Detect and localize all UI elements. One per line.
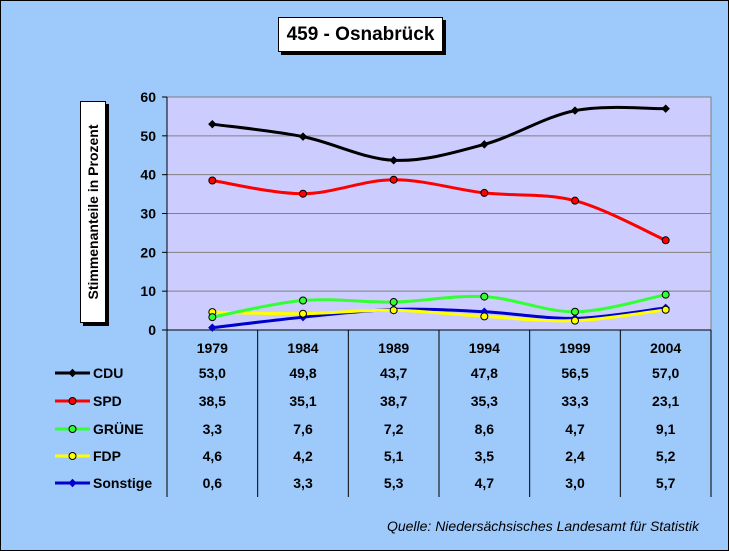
- legend-label: SPD: [93, 393, 122, 409]
- table-value: 56,5: [561, 365, 588, 381]
- table-value: 5,1: [384, 448, 404, 464]
- table-value: 2,4: [565, 448, 585, 464]
- data-point: [389, 175, 398, 184]
- data-point: [480, 140, 489, 149]
- table-value: 5,2: [656, 448, 676, 464]
- legend-label: GRÜNE: [93, 421, 144, 437]
- chart-title-box: 459 - Osnabrück: [278, 17, 443, 52]
- y-tick-label: 40: [140, 167, 156, 183]
- table-value: 4,6: [203, 448, 223, 464]
- legend-row: FDP: [55, 448, 121, 464]
- data-point: [389, 306, 398, 315]
- data-point: [208, 119, 217, 129]
- x-tick-label: 1989: [378, 340, 409, 356]
- legend-row: CDU: [55, 365, 123, 381]
- series-line: [210, 306, 668, 330]
- data-point: [208, 323, 217, 332]
- x-tick-label: 1979: [197, 340, 228, 356]
- x-tick-label: 1994: [469, 340, 500, 356]
- series-cdu: [208, 104, 670, 165]
- table-value: 0,6: [203, 475, 223, 491]
- y-tick-label: 60: [140, 89, 156, 105]
- data-point: [389, 156, 398, 165]
- table-value: 53,0: [199, 365, 226, 381]
- table-value: 38,5: [199, 393, 226, 409]
- chart-title: 459 - Osnabrück: [286, 23, 435, 45]
- table-value: 5,7: [656, 475, 676, 491]
- data-point: [208, 313, 217, 322]
- table-value: 4,7: [565, 421, 585, 437]
- legend-label: FDP: [93, 448, 121, 464]
- table-value: 7,6: [293, 421, 313, 437]
- y-axis-label: Stimmenanteile in Prozent: [85, 124, 101, 300]
- table-value: 4,7: [475, 475, 495, 491]
- table-value: 3,0: [565, 475, 585, 491]
- data-point: [480, 292, 489, 301]
- x-tick-label: 1999: [559, 340, 590, 356]
- x-tick-label: 2004: [650, 340, 681, 356]
- table-value: 23,1: [652, 393, 679, 409]
- table-value: 4,2: [293, 448, 313, 464]
- table-value: 8,6: [475, 421, 495, 437]
- data-point: [299, 296, 307, 305]
- legend-swatch-marker: [68, 425, 77, 433]
- legend-swatch-marker: [68, 397, 77, 405]
- series-line: [210, 293, 668, 319]
- y-tick-label: 30: [140, 206, 156, 222]
- legend-label: CDU: [93, 365, 123, 381]
- table-value: 7,2: [384, 421, 404, 437]
- legend-row: GRÜNE: [55, 421, 144, 437]
- y-tick-label: 10: [140, 283, 156, 299]
- data-point: [571, 307, 579, 316]
- data-point: [570, 106, 580, 115]
- y-tick-label: 20: [140, 244, 156, 260]
- legend-swatch-marker: [68, 368, 77, 378]
- x-tick-label: 1984: [287, 340, 318, 356]
- data-point: [299, 309, 307, 318]
- data-point: [389, 298, 398, 307]
- data-point: [661, 236, 670, 245]
- series-line: [210, 178, 668, 242]
- table-value: 47,8: [471, 365, 498, 381]
- legend-swatch-marker: [68, 452, 77, 460]
- data-point: [298, 132, 308, 141]
- data-point: [208, 176, 217, 185]
- series-grüne: [208, 290, 670, 322]
- series-line: [210, 308, 668, 323]
- table-value: 9,1: [656, 421, 676, 437]
- table-value: 57,0: [652, 365, 679, 381]
- y-axis-label-box: Stimmenanteile in Prozent: [80, 101, 106, 323]
- legend-row: Sonstige: [55, 475, 152, 491]
- table-value: 3,5: [475, 448, 495, 464]
- y-tick-label: 0: [148, 322, 156, 338]
- data-point: [571, 316, 579, 325]
- table-value: 3,3: [203, 421, 223, 437]
- legend-swatch-marker: [68, 478, 77, 488]
- table-value: 5,3: [384, 475, 404, 491]
- series-line: [210, 105, 668, 162]
- y-tick-label: 50: [140, 128, 156, 144]
- data-point: [480, 188, 489, 197]
- data-point: [661, 104, 670, 113]
- table-value: 35,3: [471, 393, 498, 409]
- table-value: 33,3: [561, 393, 588, 409]
- table-value: 43,7: [380, 365, 407, 381]
- data-point: [661, 290, 670, 299]
- legend-label: Sonstige: [93, 475, 152, 491]
- data-point: [299, 189, 307, 198]
- data-point: [480, 312, 489, 321]
- data-point: [571, 196, 579, 205]
- series-spd: [208, 175, 670, 245]
- table-value: 3,3: [293, 475, 313, 491]
- table-value: 35,1: [289, 393, 316, 409]
- data-point: [661, 305, 670, 314]
- source-note: Quelle: Niedersächsisches Landesamt für …: [386, 518, 699, 534]
- legend-row: SPD: [55, 393, 122, 409]
- table-value: 38,7: [380, 393, 407, 409]
- table-value: 49,8: [289, 365, 316, 381]
